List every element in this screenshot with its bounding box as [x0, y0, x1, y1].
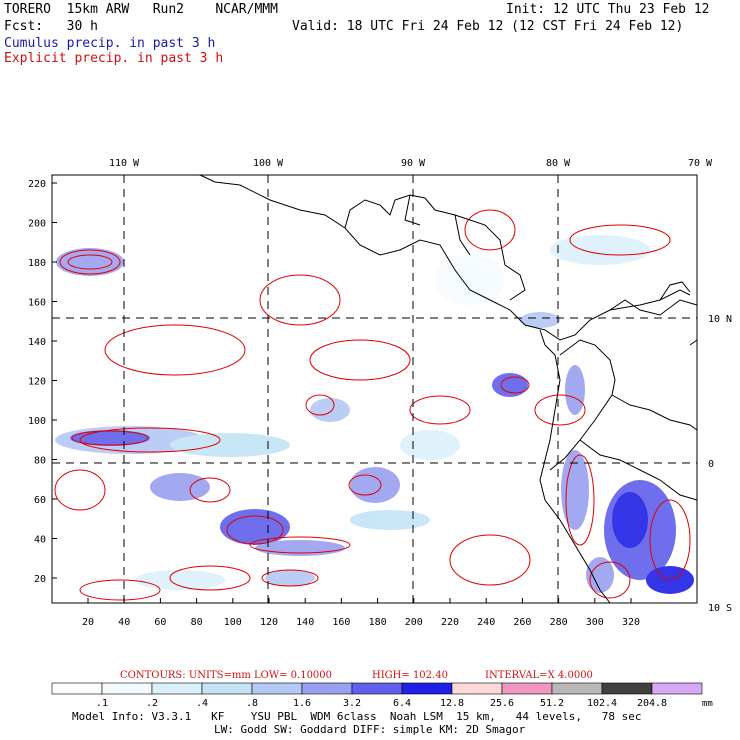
- y-tick-label: 120: [28, 377, 46, 388]
- colorbar-label: 204.8: [637, 698, 667, 709]
- x-tick-label: 180: [369, 617, 387, 628]
- init-time: Init: 12 UTC Thu 23 Feb 12: [506, 2, 710, 17]
- x-tick-label: 220: [441, 617, 459, 628]
- y-tick-label: 140: [28, 337, 46, 348]
- y-tick-label: 40: [34, 535, 46, 546]
- model-info: Model Info: V3.3.1 KF YSU PBL WDM 6class…: [72, 710, 642, 723]
- y-tick-label: 160: [28, 298, 46, 309]
- cumulus-precip-shading: [55, 235, 694, 594]
- land-outlines: [199, 174, 698, 604]
- colorbar-swatch: [451, 682, 503, 695]
- graticule: [52, 175, 697, 603]
- contour-units-low: CONTOURS: UNITS=mm LOW= 0.10000: [120, 670, 332, 681]
- x-tick-label: 160: [332, 617, 350, 628]
- y-tick-label: 100: [28, 416, 46, 427]
- contour-info: CONTOURS: UNITS=mm LOW= 0.10000 HIGH= 10…: [120, 670, 593, 681]
- x-axis-ticks: 20 40 60 80 100 120 140 160 180 200 220 240 260 280 30…: [82, 598, 640, 628]
- colorbar-swatch: [501, 682, 553, 695]
- colorbar-label: .2: [146, 698, 158, 709]
- field-label-explicit: Explicit precip. in past 3 h: [4, 51, 224, 66]
- colorbar-swatch: [651, 682, 703, 695]
- y-axis-ticks: 220 200 180 160 140 120 100 80 60 40 20: [28, 179, 57, 585]
- colorbar: .1 .2 .4 .8 1.6 3.2 6.4 12.8 25.6 51.2 102.4 204.8 m…: [51, 682, 713, 709]
- colorbar-swatch: [401, 682, 453, 695]
- model-physics: LW: Godd SW: Goddard DIFF: simple KM: 2D…: [214, 723, 526, 736]
- colorbar-label: 6.4: [393, 698, 411, 709]
- x-tick-label: 240: [477, 617, 495, 628]
- x-tick-label: 100: [224, 617, 242, 628]
- lat-label-10s: 10 S: [708, 603, 732, 614]
- run-title: TORERO 15km ARW Run2 NCAR/MMM: [4, 2, 278, 17]
- colorbar-swatch: [301, 682, 353, 695]
- valid-time: Valid: 18 UTC Fri 24 Feb 12 (12 CST Fri …: [292, 19, 684, 34]
- lat-labels: 10 N 0 10 S: [708, 314, 732, 614]
- lon-labels: 110 W 100 W 90 W 80 W 70 W: [109, 158, 713, 169]
- colorbar-label: 25.6: [490, 698, 514, 709]
- y-tick-label: 200: [28, 219, 46, 230]
- colorbar-swatch: [351, 682, 403, 695]
- colorbar-label: 12.8: [440, 698, 464, 709]
- x-tick-label: 280: [550, 617, 568, 628]
- x-tick-label: 40: [118, 617, 130, 628]
- colorbar-label: 51.2: [540, 698, 564, 709]
- lon-label-110w: 110 W: [109, 158, 140, 169]
- lon-label-100w: 100 W: [253, 158, 284, 169]
- lon-label-80w: 80 W: [546, 158, 571, 169]
- lon-label-70w: 70 W: [688, 158, 713, 169]
- y-tick-label: 220: [28, 179, 46, 190]
- colorbar-label: .4: [196, 698, 208, 709]
- x-tick-label: 140: [296, 617, 314, 628]
- x-tick-label: 200: [405, 617, 423, 628]
- x-tick-label: 120: [260, 617, 278, 628]
- colorbar-swatch: [601, 682, 653, 695]
- colorbar-swatch: [51, 682, 103, 695]
- colorbar-swatch: [251, 682, 303, 695]
- y-tick-label: 180: [28, 258, 46, 269]
- colorbar-label: .1: [96, 698, 108, 709]
- x-tick-label: 320: [622, 617, 640, 628]
- colorbar-swatch: [151, 682, 203, 695]
- colorbar-swatch: [551, 682, 603, 695]
- colorbar-label: 1.6: [293, 698, 311, 709]
- x-tick-label: 300: [586, 617, 604, 628]
- y-tick-label: 60: [34, 495, 46, 506]
- x-tick-label: 80: [191, 617, 203, 628]
- x-tick-label: 20: [82, 617, 94, 628]
- contour-interval: INTERVAL=X 4.0000: [485, 670, 593, 681]
- colorbar-label: 102.4: [587, 698, 617, 709]
- colorbar-label: .8: [246, 698, 258, 709]
- lat-label-0: 0: [708, 459, 714, 470]
- colorbar-unit: mm: [702, 699, 713, 709]
- y-tick-label: 20: [34, 574, 46, 585]
- explicit-precip-contours: [54, 209, 691, 601]
- field-label-cumulus: Cumulus precip. in past 3 h: [4, 36, 216, 51]
- lat-label-10n: 10 N: [708, 314, 732, 325]
- colorbar-label: 3.2: [343, 698, 361, 709]
- lon-label-90w: 90 W: [401, 158, 426, 169]
- y-tick-label: 80: [34, 456, 46, 467]
- colorbar-swatch: [101, 682, 153, 695]
- x-tick-label: 60: [154, 617, 166, 628]
- x-tick-label: 260: [513, 617, 531, 628]
- forecast-hour: Fcst: 30 h: [4, 19, 98, 34]
- contour-high: HIGH= 102.40: [372, 670, 448, 681]
- colorbar-swatch: [201, 682, 253, 695]
